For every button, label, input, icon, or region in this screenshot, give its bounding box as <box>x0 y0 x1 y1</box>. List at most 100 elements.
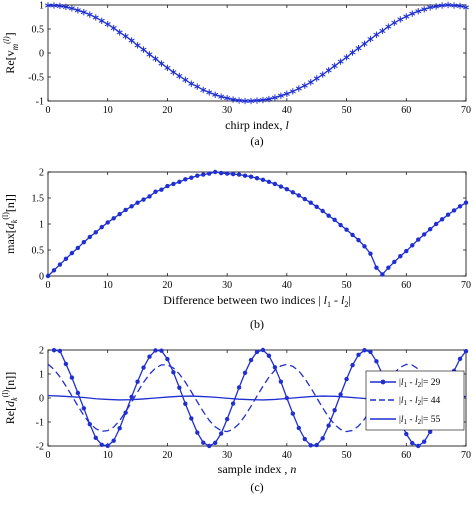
chart-c-point <box>165 356 170 362</box>
chart-c-point <box>368 349 373 355</box>
legend-entry-29: |l1 - l2|= 29 <box>370 378 440 389</box>
chart-a-point <box>253 97 261 104</box>
chart-b-point <box>218 170 224 176</box>
chart-a-point <box>116 29 123 36</box>
chart-a-point <box>307 79 314 86</box>
chart-c-point <box>242 370 248 375</box>
legend-55-var1: l <box>401 415 404 425</box>
chart-b-ytick-label: 2 <box>39 168 44 179</box>
chart-c-point <box>272 365 278 370</box>
chart-a-point <box>218 93 225 100</box>
chart-b-point <box>183 177 188 182</box>
chart-c-y-axis-title: Re[dk(l)[n]] <box>1 372 19 424</box>
chart-a-point <box>277 92 284 99</box>
chart-b-xtick-label: 30 <box>222 280 232 291</box>
chart-a-point <box>152 55 159 62</box>
chart-a-point <box>104 21 111 28</box>
chart-a-xtick-label: 30 <box>222 105 232 116</box>
chart-a-point <box>319 71 326 78</box>
chart-c-point <box>63 361 69 367</box>
chart-a-ytick-label: 0 <box>39 49 44 60</box>
chart-a-point <box>44 2 52 9</box>
chart-c-legend: |l1 - l2|= 29 |l1 - l2|= 44 |l1 - l2|= 5… <box>365 370 465 431</box>
legend-44-var2: l <box>415 396 418 406</box>
chart-a: 0 10 20 30 40 50 60 70 -1 -0.5 0 0.5 1 chirp index, … <box>2 1 471 149</box>
chart-c-point <box>344 376 349 382</box>
chart-b-point <box>248 174 254 179</box>
chart-b-point <box>57 262 63 267</box>
legend-55-var2: l <box>415 415 418 425</box>
chart-a-xtick-label: 70 <box>461 105 471 116</box>
chart-c-xtick-label: 30 <box>222 450 232 461</box>
chart-b-xlabel-mid: - <box>331 293 341 307</box>
chart-b-point <box>224 171 230 176</box>
legend-label-29: |l1 - l2|= 29 <box>399 378 440 389</box>
chart-a-point <box>451 2 458 9</box>
chart-a-point <box>164 64 171 72</box>
chart-a-point <box>122 33 129 40</box>
chart-a-point <box>433 3 440 10</box>
chart-b-point <box>439 217 445 222</box>
chart-b-point <box>141 197 146 202</box>
chart-c-ytick-label: 0 <box>39 394 44 405</box>
chart-c-point <box>278 379 284 384</box>
legend-entry-55: |l1 - l2|= 55 <box>370 415 440 426</box>
chart-a-point <box>313 75 320 82</box>
chart-c-point <box>171 370 176 375</box>
chart-b-xtick-label: 70 <box>461 280 471 291</box>
chart-c-point <box>260 347 266 353</box>
chart-c-ytick-label: -1 <box>36 418 44 429</box>
chart-b-point <box>422 232 427 237</box>
chart-c-point <box>69 375 75 380</box>
chart-b-point <box>445 212 451 217</box>
chart-b-xlabel-var1: l <box>324 293 328 307</box>
chart-c-point <box>183 401 188 406</box>
chart-b-point <box>362 244 367 249</box>
chart-b-xlabel-sub1: 1 <box>327 300 331 309</box>
chart-a-point <box>289 88 296 95</box>
legend-44-var1: l <box>401 396 404 406</box>
chart-b-point <box>201 172 206 177</box>
chart-b-point <box>332 217 337 223</box>
chart-a-point <box>385 23 392 30</box>
chart-c-point <box>93 435 98 441</box>
chart-a-series-0-line <box>48 4 467 102</box>
chart-b-point <box>398 254 403 259</box>
chart-b-point <box>290 190 296 195</box>
chart-b-point <box>105 220 110 225</box>
chart-a-point <box>98 17 105 25</box>
chart-b-ticks: 0 10 20 30 40 50 60 70 0 0.5 1 1.5 2 <box>32 168 472 292</box>
chart-c-point <box>332 408 337 413</box>
chart-a-point <box>349 49 356 56</box>
chart-a-point <box>134 42 141 49</box>
chart-a-point <box>146 51 153 58</box>
chart-a-series <box>44 1 470 105</box>
chart-c-point <box>230 401 236 406</box>
chart-a-point <box>188 80 195 87</box>
chart-b-point <box>213 169 218 175</box>
chart-b-xlabel-text: Difference between two indices | <box>163 293 320 307</box>
chart-c-point <box>326 423 331 428</box>
chart-c-point <box>427 429 433 435</box>
chart-c-point <box>302 436 307 442</box>
chart-a-point <box>74 7 81 14</box>
chart-b-y-axis-title: max[dk(l)[n]] <box>1 194 19 254</box>
chart-c-caption: (c) <box>250 480 263 494</box>
chart-c-xtick-label: 40 <box>282 450 292 461</box>
chart-c-point <box>147 354 152 359</box>
legend-44-sub2: 2 <box>418 399 422 407</box>
chart-a-point <box>259 96 266 104</box>
chart-b-point <box>278 184 284 189</box>
chart-c-x-axis-title: sample index , n <box>218 462 297 476</box>
chart-b-ytick-label: 0.5 <box>32 246 45 257</box>
chart-a-xtick-label: 10 <box>103 105 113 116</box>
chart-b-point <box>296 193 301 198</box>
chart-c-ylabel-text: Re[ <box>3 407 17 424</box>
chart-a-point <box>439 2 446 9</box>
chart-b-point <box>416 237 421 242</box>
chart-b-xlabel-sub2: 2 <box>344 300 348 309</box>
chart-c-point <box>224 416 230 422</box>
chart-b-ylabel-sup: (l) <box>1 212 10 220</box>
chart-a-xtick-label: 50 <box>342 105 352 116</box>
